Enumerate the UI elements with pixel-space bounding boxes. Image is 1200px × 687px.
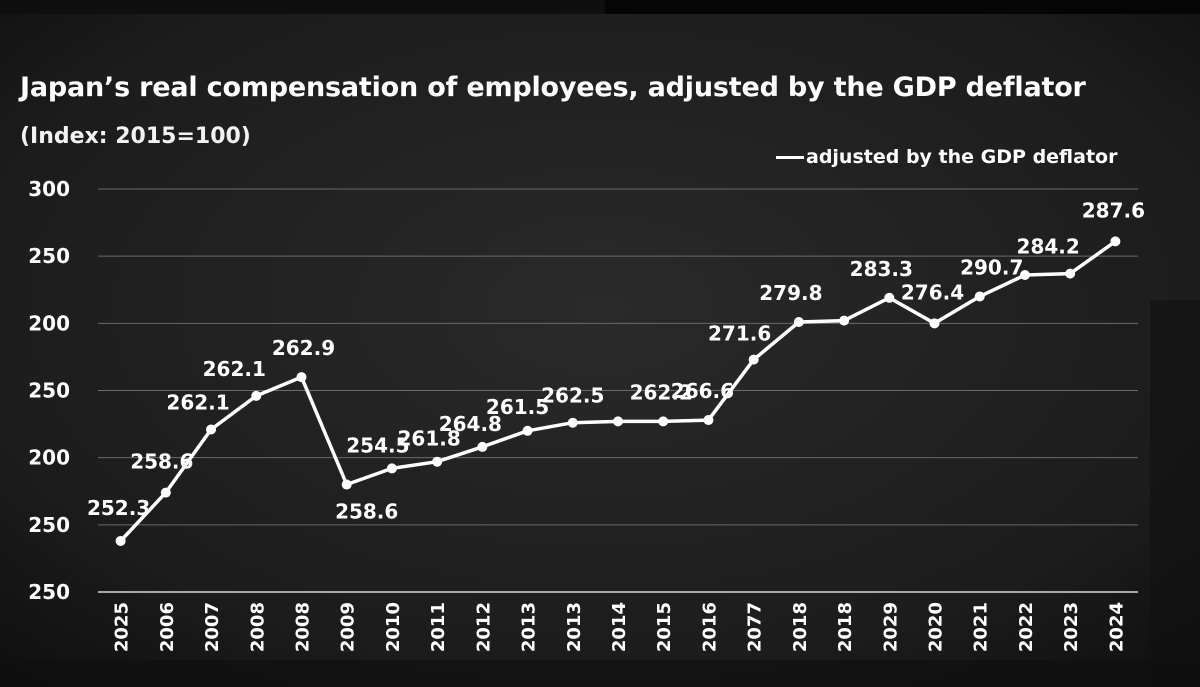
y-tick-label: 250 <box>28 379 70 403</box>
data-label: 261.8 <box>397 427 460 451</box>
data-point <box>115 535 126 546</box>
data-point <box>251 390 262 401</box>
data-point <box>658 416 669 427</box>
data-label: 262.2 <box>630 380 693 404</box>
data-label: 258.6 <box>130 450 193 474</box>
data-point <box>929 318 940 329</box>
data-label: 284.2 <box>1017 235 1080 259</box>
data-point <box>477 441 488 452</box>
x-tick-label: 2016 <box>699 602 720 652</box>
data-point <box>884 292 895 303</box>
x-tick-label: 2025 <box>112 602 133 652</box>
data-label: 287.6 <box>1082 198 1145 222</box>
data-point <box>974 291 985 302</box>
data-point <box>522 425 533 436</box>
x-tick-label: 2012 <box>473 602 494 652</box>
data-label: 254.5 <box>346 433 409 457</box>
series-line <box>118 239 1118 543</box>
data-point <box>703 415 714 426</box>
chart-subtitle: (Index: 2015=100) <box>20 124 251 149</box>
data-label: 262.9 <box>272 336 335 360</box>
x-tick-label: 2011 <box>428 602 449 652</box>
data-label: 266.6 <box>671 379 734 403</box>
data-point <box>748 354 759 365</box>
data-label: 279.8 <box>759 281 822 305</box>
x-tick-label: 2010 <box>383 602 404 652</box>
y-tick-label: 250 <box>28 513 70 537</box>
data-label: 264.8 <box>439 412 502 436</box>
x-tick-label: 2020 <box>926 602 947 652</box>
x-tick-label: 2007 <box>202 602 223 652</box>
x-tick-label: 2023 <box>1061 602 1082 652</box>
data-point <box>206 424 217 435</box>
y-tick-label: 200 <box>28 311 70 335</box>
data-point <box>296 372 307 383</box>
legend-label: adjusted by the GDP deflator <box>806 146 1118 168</box>
data-label: 290.7 <box>960 255 1023 279</box>
data-point <box>160 487 171 498</box>
chart-title: Japan’s real compensation of employees, … <box>20 72 1086 103</box>
y-tick-label: 250 <box>28 244 70 268</box>
x-axis-ticks: 2025 2006 2007 2008 2008 2009 2010 2011 2012 2013… <box>112 602 1128 652</box>
legend-line-swatch <box>776 155 804 159</box>
y-tick-label: 300 <box>28 177 70 201</box>
data-labels: 252.3258.6262.1262.1262.9258.6254.5261.8… <box>87 198 1145 523</box>
data-label: 258.6 <box>335 500 398 524</box>
x-tick-label: 2018 <box>835 602 856 652</box>
x-tick-label: 2021 <box>971 602 992 652</box>
data-label: 261.5 <box>486 395 549 419</box>
x-tick-label: 2077 <box>745 602 766 652</box>
data-label: 262.1 <box>166 390 229 414</box>
x-tick-label: 2024 <box>1106 602 1127 652</box>
data-point <box>793 316 804 327</box>
data-point <box>432 456 443 467</box>
data-label: 262.1 <box>203 357 266 381</box>
x-tick-label: 2006 <box>157 602 178 652</box>
series-points <box>115 236 1121 546</box>
x-tick-label: 2013 <box>519 602 540 652</box>
x-tick-label: 2008 <box>292 602 313 652</box>
y-tick-label: 250 <box>28 580 70 604</box>
data-point <box>567 417 578 428</box>
data-label: 262.5 <box>541 384 604 408</box>
data-label: 276.4 <box>901 280 964 304</box>
data-label: 252.3 <box>87 496 150 520</box>
x-tick-label: 2014 <box>609 602 630 652</box>
x-tick-label: 2018 <box>790 602 811 652</box>
y-tick-label: 200 <box>28 446 70 470</box>
data-point <box>613 416 623 427</box>
x-tick-label: 2029 <box>880 602 901 652</box>
x-tick-label: 2015 <box>654 602 675 652</box>
data-point <box>839 315 850 326</box>
data-point <box>341 479 352 490</box>
x-tick-label: 2008 <box>247 602 268 652</box>
x-tick-label: 2013 <box>564 602 585 652</box>
data-point <box>386 463 397 474</box>
data-point <box>1110 236 1121 247</box>
data-label: 283.3 <box>850 257 913 281</box>
legend: adjusted by the GDP deflator <box>776 146 1117 168</box>
y-axis-ticks: 300 250 200 250 200 250 250 <box>28 177 70 604</box>
data-point <box>1019 269 1030 280</box>
gridlines <box>98 188 1138 593</box>
data-label: 271.6 <box>708 322 771 346</box>
x-tick-label: 2022 <box>1016 602 1037 652</box>
x-tick-label: 2009 <box>338 602 359 652</box>
data-point <box>1065 268 1076 279</box>
